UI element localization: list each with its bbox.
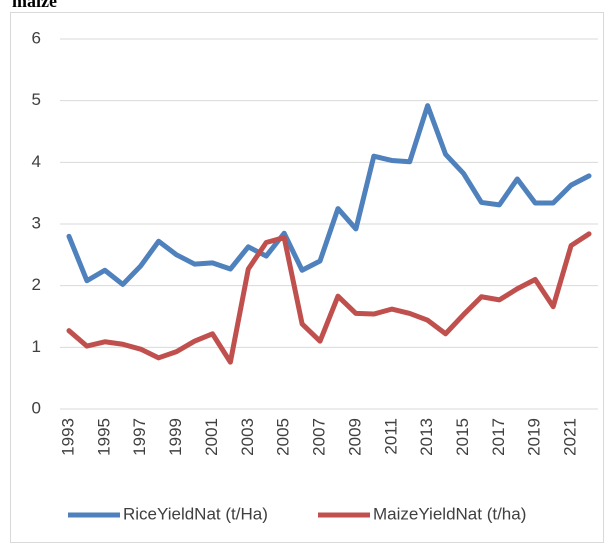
y-tick-label: 0 [32,398,41,417]
x-tick-label: 2007 [310,418,329,456]
x-tick-label: 2013 [417,418,436,456]
x-tick-label: 1999 [166,418,185,456]
x-tick-label: 2019 [525,418,544,456]
x-tick-label: 2005 [274,418,293,456]
x-tick-label: 2015 [453,418,472,456]
series-line [66,103,592,287]
x-tick-label: 1997 [130,418,149,456]
chart-border [10,12,604,543]
x-tick-label: 2011 [381,418,400,455]
y-tick-label: 4 [32,152,41,171]
x-tick-label: 2009 [345,418,364,456]
x-tick-label: 2001 [202,418,221,456]
x-tick-label: 2017 [489,418,508,456]
x-tick-label: 2003 [238,418,257,456]
x-tick-label: 2021 [561,418,580,456]
series-line [66,231,592,365]
y-tick-label: 3 [32,213,41,232]
y-tick-label: 2 [32,275,41,294]
legend-label: MaizeYieldNat (t/ha) [373,504,526,523]
y-tick-label: 1 [32,337,41,356]
y-tick-label: 6 [32,28,41,47]
chart-title: maize [12,0,57,11]
x-tick-label: 1995 [94,418,113,456]
x-tick-label: 1993 [58,418,77,456]
legend-label: RiceYieldNat (t/Ha) [123,504,268,523]
y-tick-label: 5 [32,90,41,109]
